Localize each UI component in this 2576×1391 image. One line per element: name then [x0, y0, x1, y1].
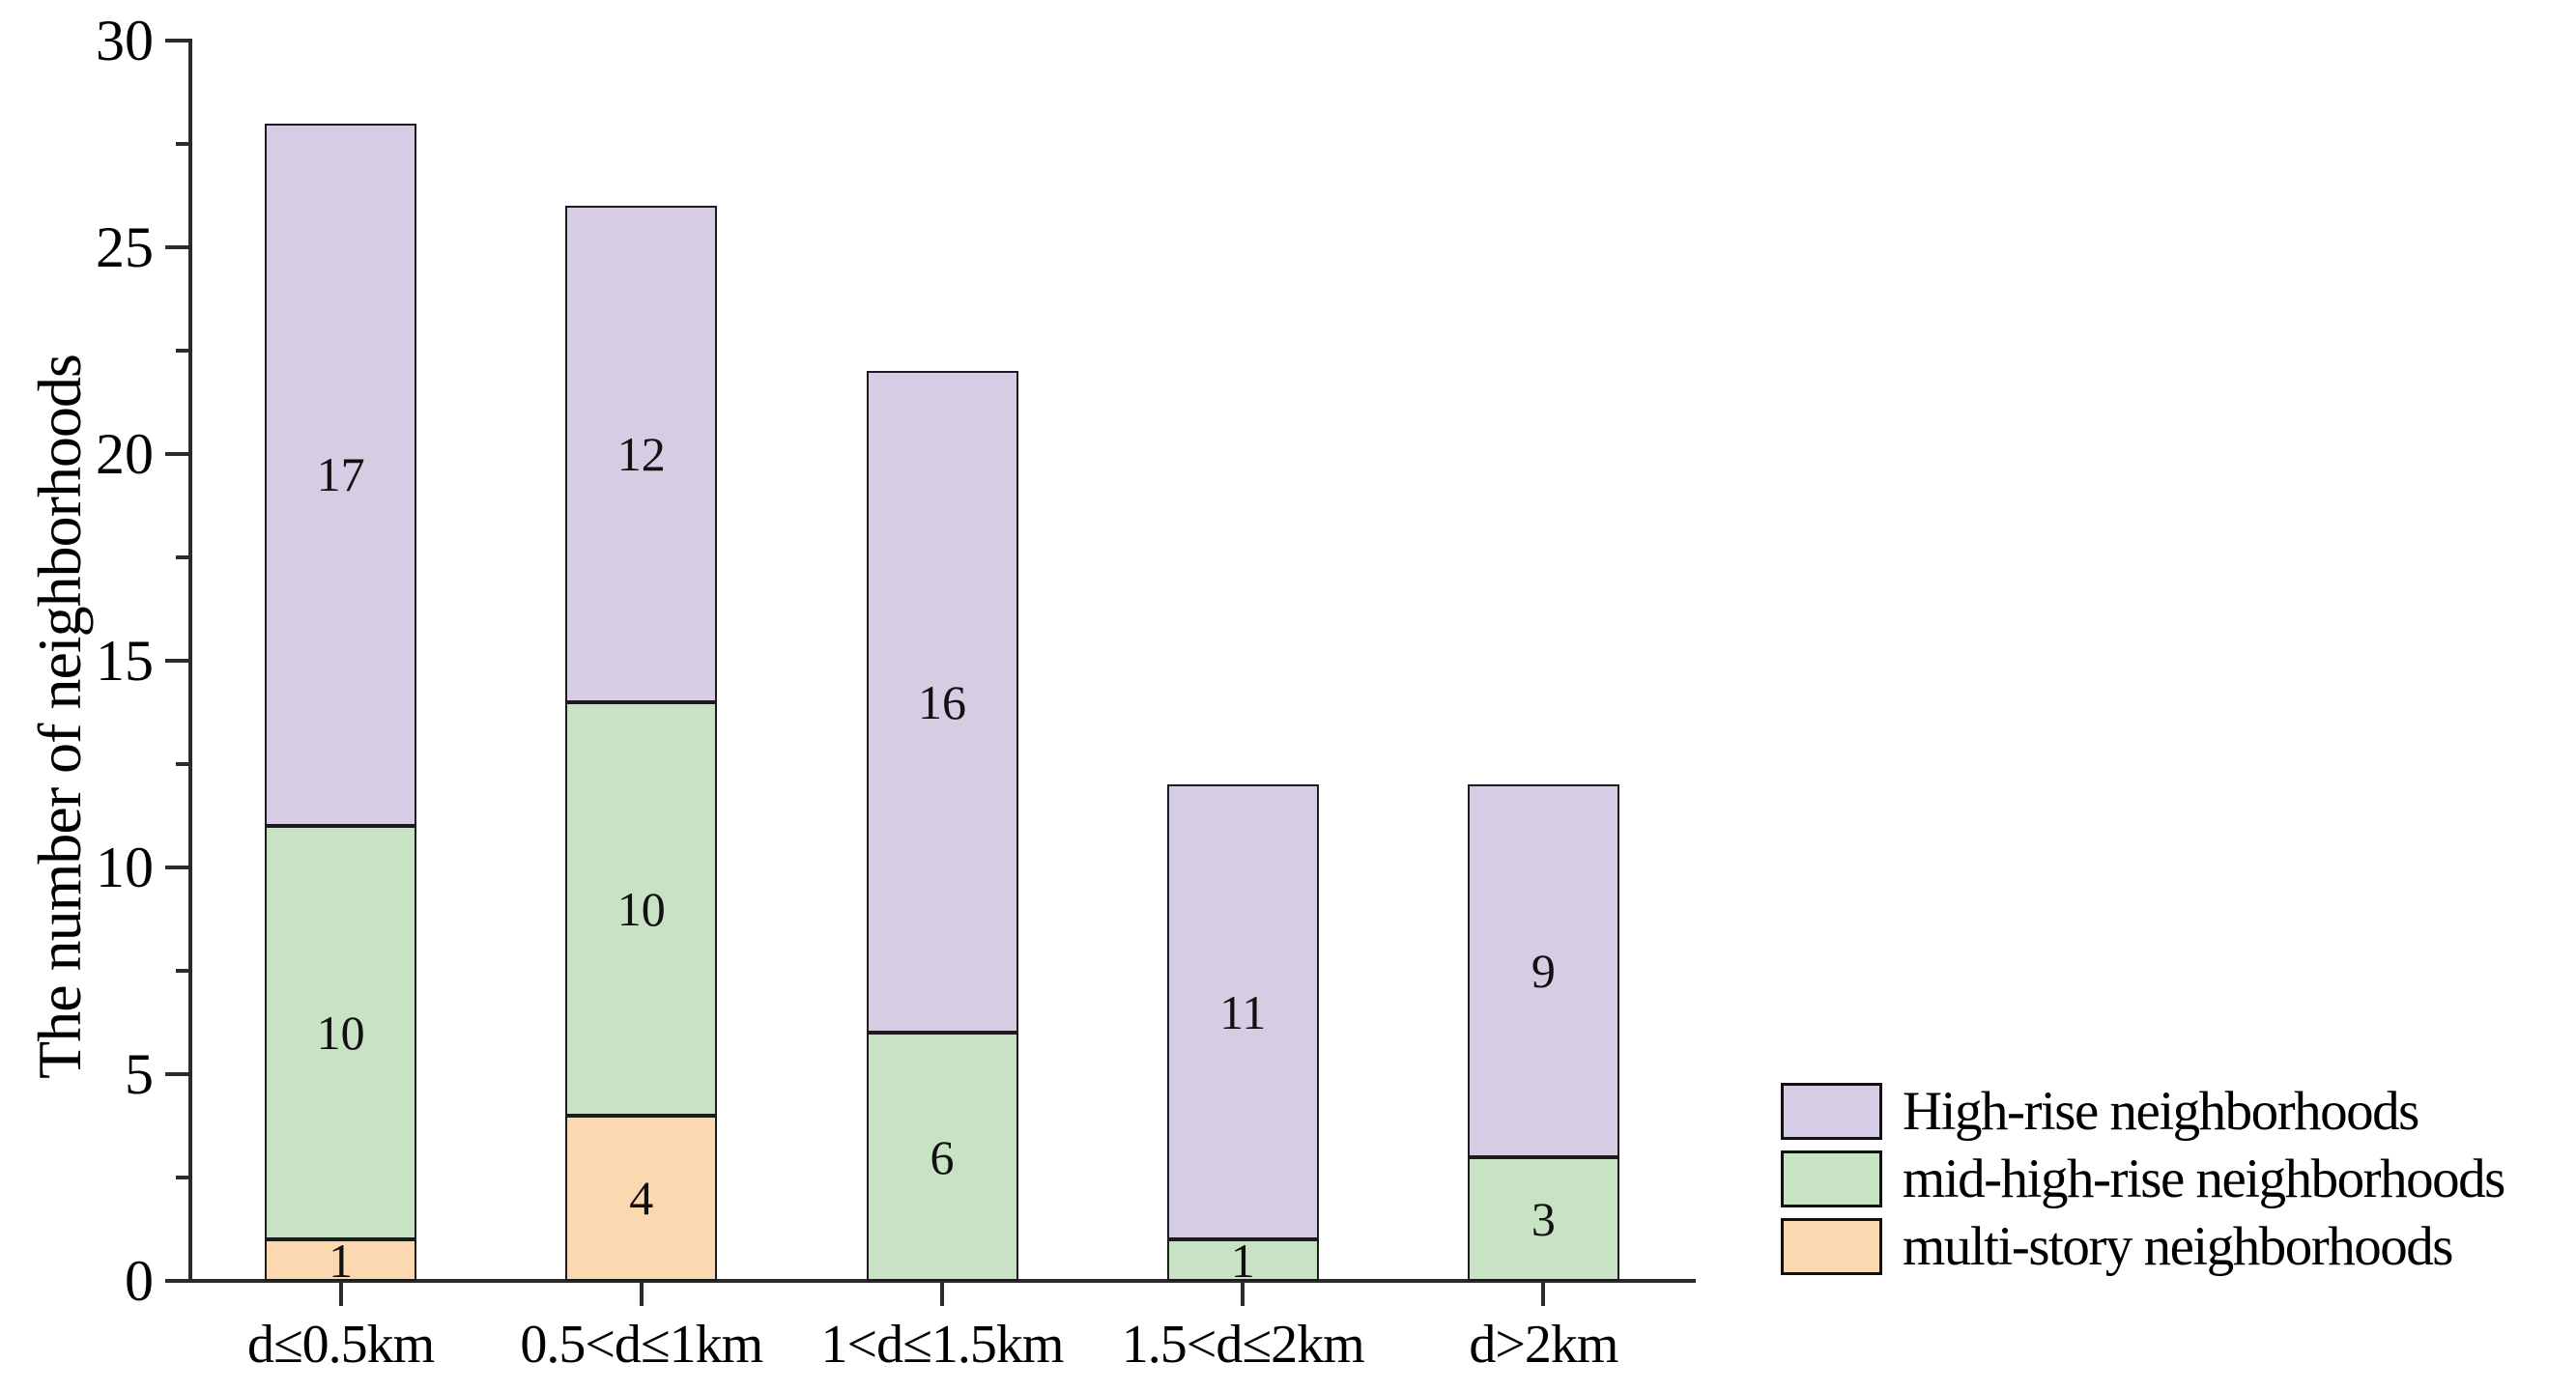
bar-segment — [1467, 1156, 1619, 1281]
y-major-tick — [165, 1072, 190, 1076]
bar-value-label: 16 — [917, 674, 966, 729]
y-axis-line — [188, 39, 192, 1283]
bar-value-label: 12 — [616, 427, 666, 481]
y-tick-label: 0 — [125, 1249, 154, 1313]
y-major-tick — [165, 1279, 190, 1283]
bar-value-label: 17 — [316, 447, 365, 502]
y-tick-label: 30 — [96, 9, 154, 72]
legend-label: High-rise neighborhoods — [1903, 1081, 2419, 1142]
legend-row: mid-high-rise neighborhoods — [1781, 1149, 2505, 1209]
y-major-tick — [165, 39, 190, 43]
bar-segment — [565, 701, 718, 1116]
bar-value-label: 10 — [316, 1006, 365, 1061]
y-tick-label: 5 — [125, 1042, 154, 1106]
bar-segment — [1166, 784, 1319, 1240]
legend-label: mid-high-rise neighborhoods — [1903, 1149, 2505, 1209]
legend-swatch — [1781, 1083, 1882, 1140]
y-minor-tick — [176, 1176, 190, 1179]
y-tick-label: 25 — [96, 215, 154, 279]
y-minor-tick — [176, 969, 190, 973]
x-tick — [1541, 1283, 1546, 1306]
x-tick-label: 0.5<d≤1km — [520, 1315, 763, 1375]
x-tick-label: 1.5<d≤2km — [1121, 1315, 1365, 1375]
bar-value-label: 1 — [1230, 1233, 1255, 1288]
x-tick — [338, 1283, 343, 1306]
y-tick-label: 15 — [96, 629, 154, 693]
bar-segment — [866, 371, 1018, 1034]
bar-value-label: 3 — [1531, 1191, 1556, 1246]
bar-value-label: 4 — [629, 1171, 654, 1226]
bar-segment — [565, 1115, 718, 1281]
x-tick-label: d≤0.5km — [246, 1315, 435, 1375]
y-major-tick — [165, 659, 190, 663]
x-tick — [1241, 1283, 1245, 1306]
y-tick-label: 10 — [96, 836, 154, 899]
y-major-tick — [165, 245, 190, 249]
legend-swatch — [1781, 1218, 1882, 1275]
bar-value-label: 9 — [1531, 944, 1556, 998]
y-tick-label: 20 — [96, 422, 154, 486]
y-minor-tick — [176, 349, 190, 353]
y-major-tick — [165, 452, 190, 456]
x-tick — [639, 1283, 644, 1306]
bar-segment — [1467, 784, 1619, 1157]
x-tick-label: 1<d≤1.5km — [820, 1315, 1065, 1375]
bar-segment — [265, 123, 417, 827]
x-axis-line — [188, 1279, 1696, 1283]
bar-segment — [1166, 1239, 1319, 1281]
bar-value-label: 11 — [1219, 984, 1267, 1039]
y-major-tick — [165, 866, 190, 869]
legend-row: multi-story neighborhoods — [1781, 1218, 2504, 1275]
bar-value-label: 1 — [329, 1233, 354, 1288]
bar-segment — [265, 826, 417, 1240]
bar-value-label: 10 — [616, 881, 666, 936]
y-minor-tick — [176, 142, 190, 146]
y-minor-tick — [176, 555, 190, 559]
bar-segment — [866, 1033, 1018, 1281]
x-tick-label: d>2km — [1469, 1315, 1618, 1375]
bar-segment — [265, 1239, 417, 1281]
y-minor-tick — [176, 762, 190, 766]
legend-label: multi-story neighborhoods — [1903, 1216, 2453, 1277]
bar-value-label: 6 — [930, 1129, 955, 1184]
legend-swatch — [1781, 1150, 1882, 1207]
legend-row: High-rise neighborhoods — [1781, 1083, 2504, 1140]
x-tick — [940, 1283, 944, 1306]
legend: High-rise neighborhoods mid-high-rise nei… — [1781, 1083, 2505, 1286]
bar-segment — [565, 206, 718, 702]
